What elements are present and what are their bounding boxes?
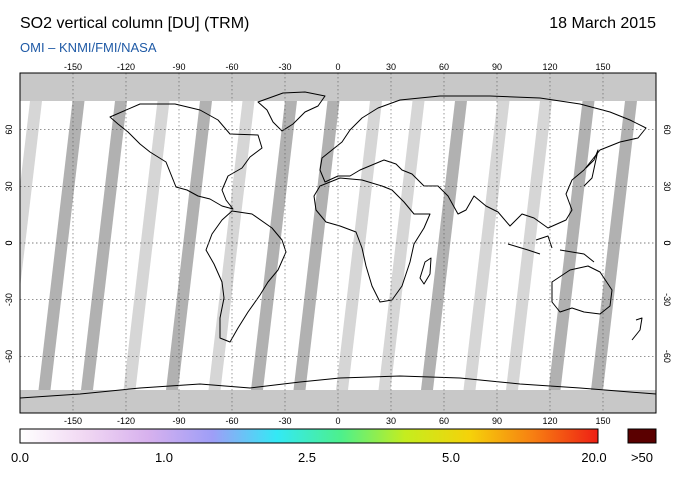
- lat-tick-label-left: 0: [4, 240, 14, 245]
- swath-gap-strip: [591, 101, 637, 390]
- axis-ticks: -150 -150 -120 -120 -90 -90 -60 -60 -30 -30 0 0 30 30…: [4, 62, 672, 426]
- lon-tick-label-top: 150: [595, 62, 610, 72]
- swath-gap-strip: [463, 101, 510, 390]
- lon-tick-label-top: -150: [64, 62, 82, 72]
- lon-tick-label-top: -90: [172, 62, 185, 72]
- lat-tick-label-left: -30: [4, 293, 14, 306]
- lon-tick-label-bottom: -150: [64, 416, 82, 426]
- lon-tick-label-bottom: -60: [225, 416, 238, 426]
- swath-gap-strip: [251, 101, 297, 390]
- swath-gaps: [20, 101, 637, 390]
- lat-tick-label-left: 30: [4, 181, 14, 191]
- antarctica-outline: [20, 375, 656, 399]
- colorbar-overflow-label: >50: [631, 450, 653, 465]
- lat-tick-label-left: 0: [4, 240, 14, 245]
- lat-tick-label-right: 30: [662, 181, 672, 191]
- coastlines: [20, 91, 656, 399]
- lon-tick-label-top: 90: [492, 62, 502, 72]
- indonesia-outline: [507, 235, 595, 263]
- lat-tick-label-left: -60: [4, 350, 14, 363]
- lon-tick-label-bottom: 120: [542, 416, 557, 426]
- colorbar-label: 2.5: [298, 450, 316, 465]
- lon-tick-label-top: -120: [117, 62, 135, 72]
- new-zealand-outline: [631, 317, 643, 341]
- lat-tick-label-left: 60: [4, 125, 14, 135]
- graticule: [20, 73, 656, 413]
- lon-tick-label-top: -30: [278, 62, 291, 72]
- swath-gap-strip: [20, 101, 42, 288]
- lon-tick-label-bottom: -90: [172, 416, 185, 426]
- swath-gap-strip: [123, 101, 170, 390]
- lat-tick-label-right: 60: [662, 125, 672, 135]
- lon-tick-label-top: -60: [225, 62, 238, 72]
- colorbar-label: 5.0: [442, 450, 460, 465]
- lon-tick-label-bottom: 150: [595, 416, 610, 426]
- eurasia-outline: [319, 95, 647, 229]
- colorbar-overflow-swatch: [627, 428, 657, 444]
- africa-outline: [313, 177, 431, 303]
- swath-gap-strip: [378, 101, 425, 390]
- map-credits: OMI – KNMI/FMI/NASA: [20, 40, 157, 55]
- madagascar-outline: [419, 257, 432, 285]
- map-date: 18 March 2015: [549, 15, 656, 32]
- colorbar-gradient: [19, 428, 599, 444]
- japan-outline: [583, 149, 599, 187]
- lon-tick-label-top: 30: [386, 62, 396, 72]
- map-title: SO2 vertical column [DU] (TRM): [20, 15, 250, 32]
- greenland-outline: [257, 91, 326, 132]
- lon-tick-label-bottom: 0: [335, 416, 340, 426]
- lon-tick-label-bottom: -120: [117, 416, 135, 426]
- lon-tick-label-bottom: 60: [439, 416, 449, 426]
- lon-tick-label-top: 120: [542, 62, 557, 72]
- swath-gap-strip: [506, 101, 552, 390]
- lat-tick-label-right: -60: [662, 350, 672, 363]
- south-america-outline: [205, 210, 287, 343]
- lat-tick-label-right: 0: [662, 240, 672, 245]
- colorbar-label: 0.0: [11, 450, 29, 465]
- lon-tick-label-bottom: -30: [278, 416, 291, 426]
- swath-gap-strip: [166, 101, 212, 390]
- swath-gap-strip: [336, 101, 382, 390]
- colorbar-label: 1.0: [155, 450, 173, 465]
- swath-gap-strip: [293, 101, 340, 390]
- swath-gap-strip: [81, 101, 127, 390]
- map-frame: [19, 72, 657, 414]
- lat-tick-label-right: 0: [662, 240, 672, 245]
- north-america-outline: [109, 103, 263, 210]
- lon-tick-label-bottom: 30: [386, 416, 396, 426]
- colorbar-label: 20.0: [581, 450, 606, 465]
- swath-gap-strip: [548, 101, 595, 390]
- lon-tick-label-bottom: 90: [492, 416, 502, 426]
- lon-tick-label-top: 60: [439, 62, 449, 72]
- lat-tick-label-right: -30: [662, 293, 672, 306]
- colorbar-labels: 0.0 1.0 2.5 5.0 20.0 >50: [11, 450, 653, 465]
- australia-outline: [551, 265, 613, 315]
- lon-tick-label-top: 0: [335, 62, 340, 72]
